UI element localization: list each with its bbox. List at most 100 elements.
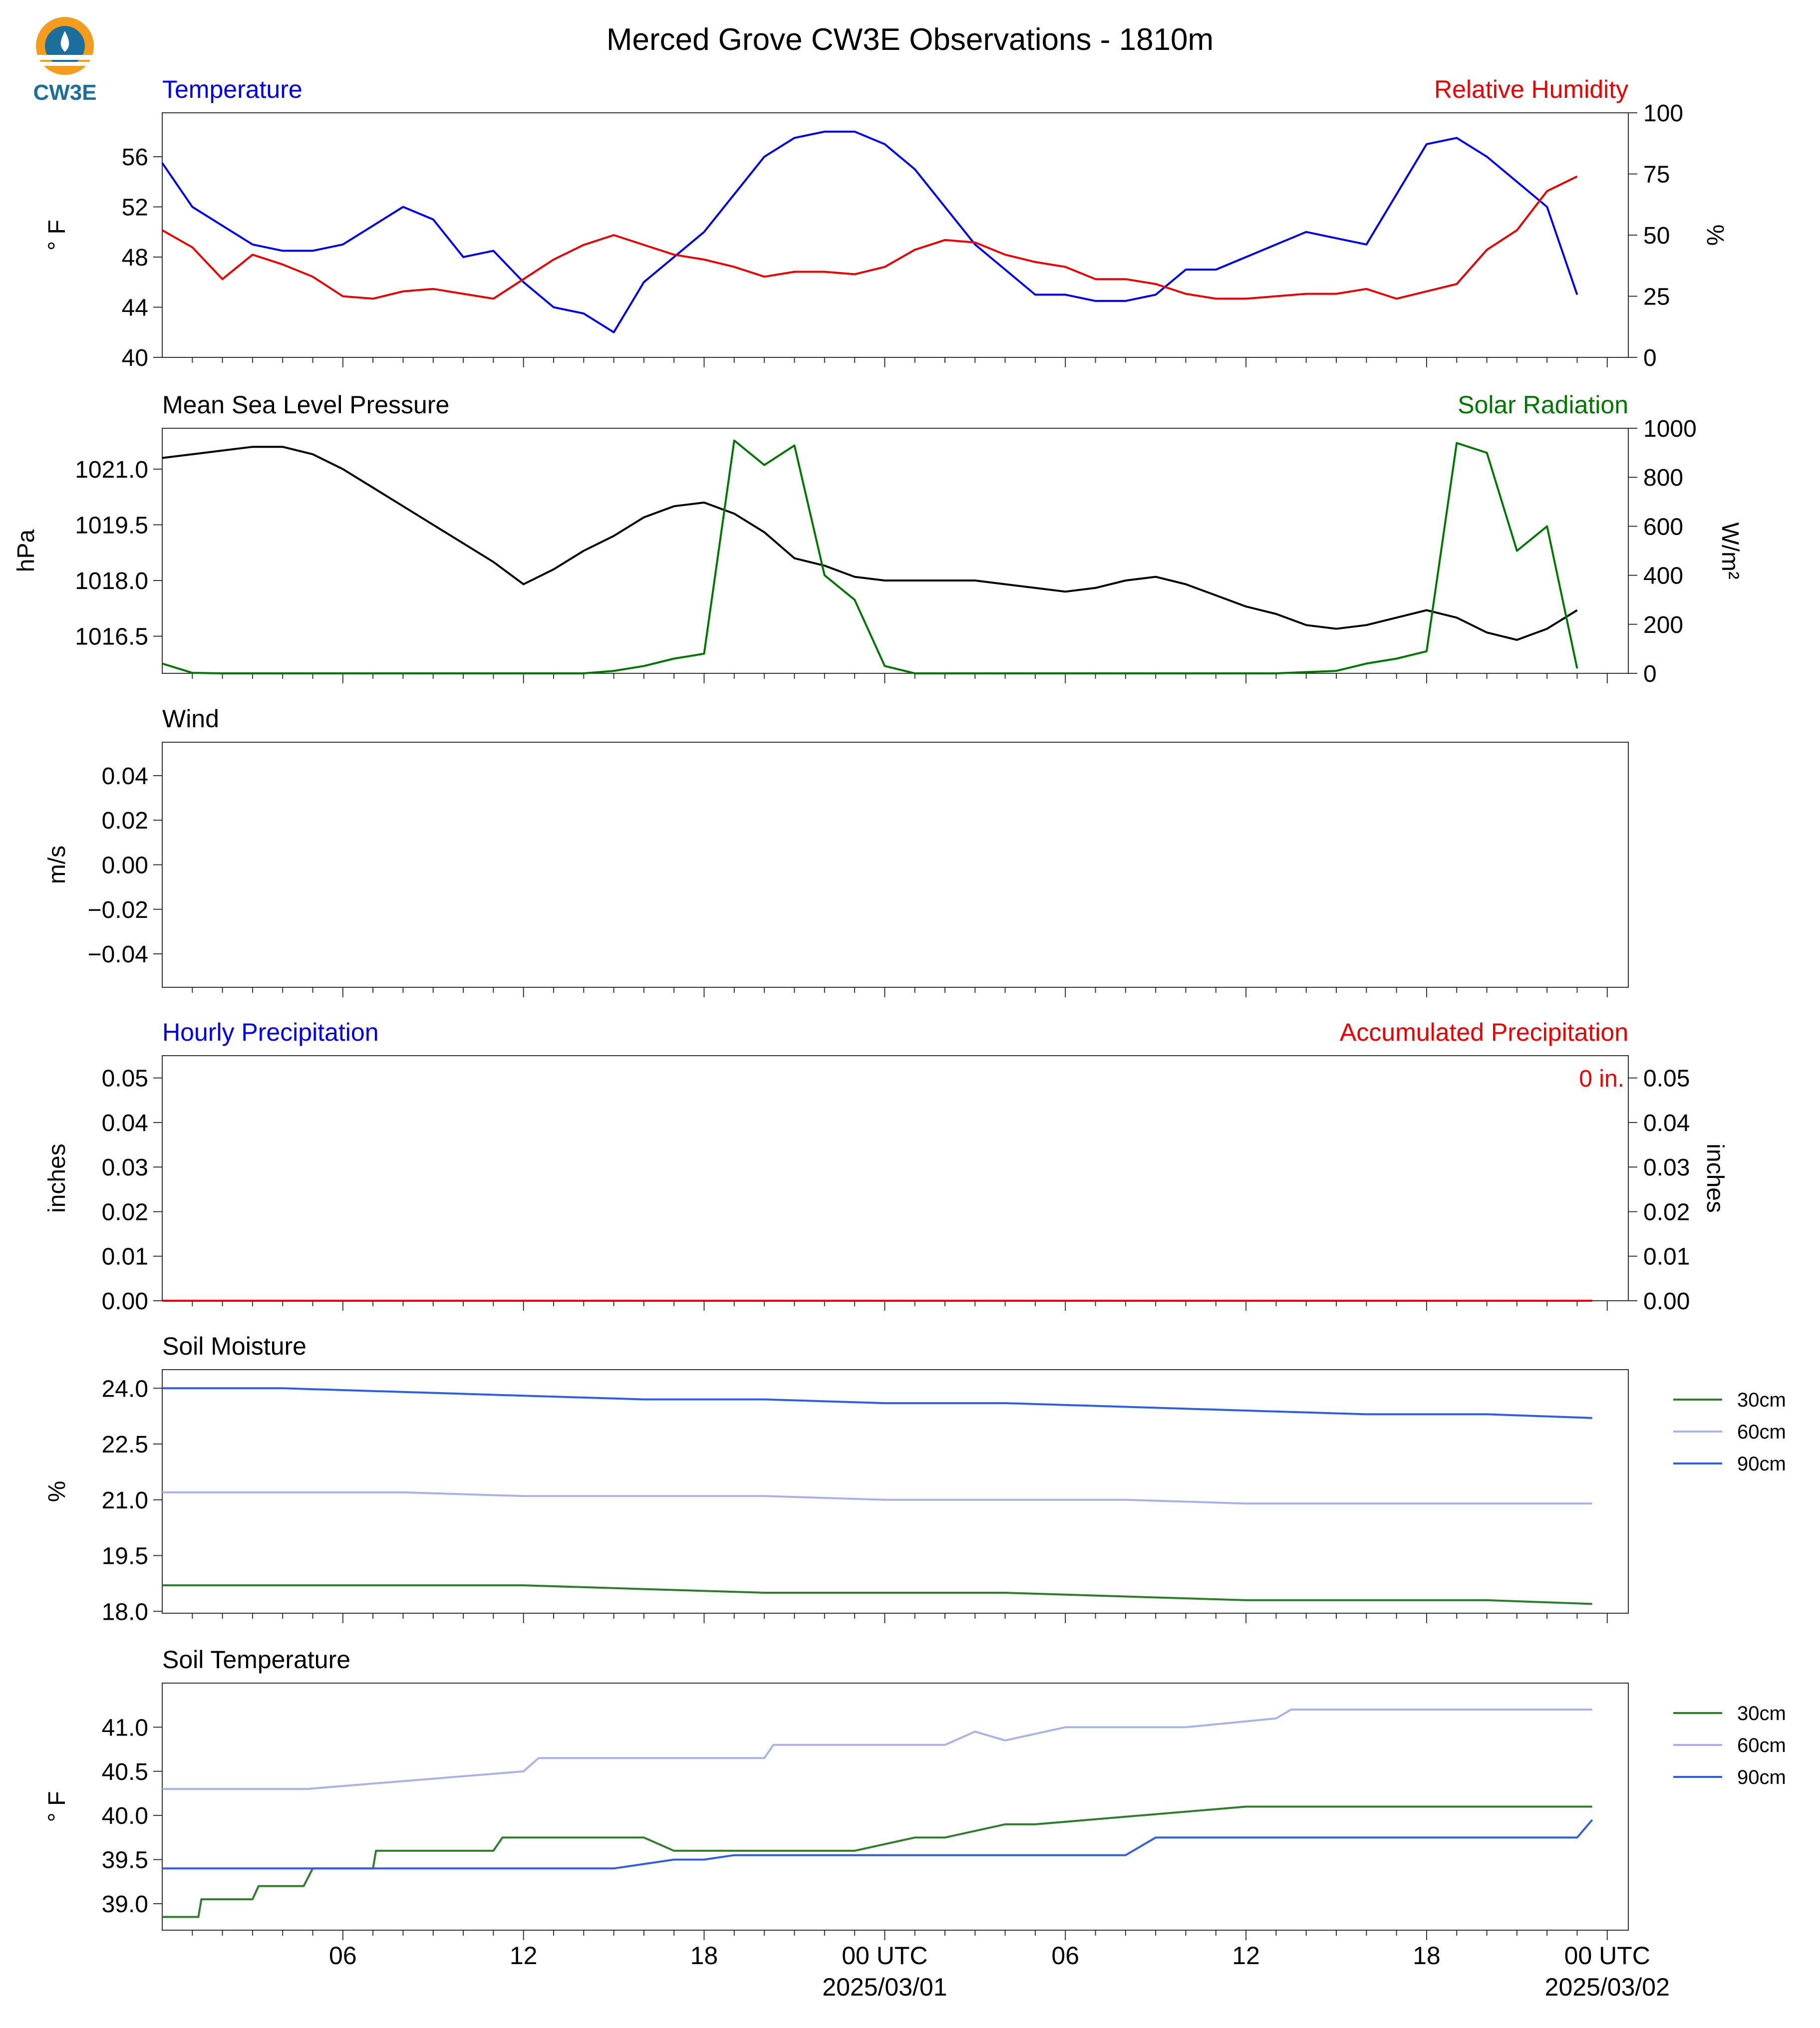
y-tick-label-right: 400 [1643, 563, 1683, 589]
y-tick-label-right: 0 [1643, 345, 1657, 371]
plot-frame [162, 1683, 1629, 1931]
x-date-label: 2025/03/02 [1545, 1973, 1670, 2001]
series-line-90cm [162, 1819, 1593, 1870]
series-line-90cm [162, 1387, 1592, 1419]
y-tick-label-left: 52 [122, 194, 148, 221]
y-tick-label-left: 48 [122, 245, 148, 271]
panel-title-left: Hourly Precipitation [162, 1018, 379, 1046]
panel-title-left: Mean Sea Level Pressure [162, 391, 449, 419]
logo-text: CW3E [33, 80, 96, 105]
x-tick-label: 00 UTC [842, 1942, 927, 1970]
y-tick-label-left: 0.03 [102, 1155, 148, 1181]
x-tick-label: 12 [1232, 1942, 1260, 1970]
series-line-30cm [162, 1805, 1592, 1918]
series-line-s2 [162, 175, 1578, 300]
series-line-30cm [162, 1584, 1592, 1605]
y-tick-label-right: 0.00 [1643, 1288, 1690, 1315]
legend-label-30cm: 30cm [1737, 1389, 1786, 1411]
x-tick-label: 18 [1413, 1942, 1441, 1970]
series-line-60cm [162, 1709, 1592, 1790]
panel-5: Soil Moisture 18.0 19.5 21.0 22.5 24.0% 30cm 60… [44, 1332, 1786, 1625]
panel-3: Wind −0.04 −0.02 0.00 0.02 0.04 m/s [44, 705, 1629, 997]
accumulated-precip-annotation: 0 in. [1579, 1066, 1624, 1092]
plot-frame [162, 1055, 1629, 1301]
y-tick-label-left: 19.5 [102, 1543, 148, 1570]
y-axis-label-right: W/m² [1717, 522, 1743, 579]
y-tick-label-right: 0.05 [1643, 1066, 1690, 1092]
y-tick-label-right: 0.03 [1643, 1155, 1690, 1181]
series-line-s1 [162, 446, 1578, 641]
legend-label-60cm: 60cm [1737, 1421, 1786, 1443]
y-tick-label-left: 44 [122, 294, 148, 321]
panel-2: Mean Sea Level Pressure Solar Radiation 10… [13, 391, 1743, 687]
y-tick-label-left: 22.5 [102, 1432, 148, 1458]
x-tick-label: 18 [690, 1942, 718, 1970]
legend-label-30cm: 30cm [1737, 1703, 1786, 1725]
y-tick-label-right: 200 [1643, 612, 1683, 638]
x-tick-label: 12 [510, 1942, 538, 1970]
y-tick-label-left: 0.01 [102, 1244, 148, 1270]
panel-title-left: Wind [162, 705, 219, 733]
y-tick-label-left: 1021.0 [75, 457, 148, 483]
panel-title-right: Solar Radiation [1458, 391, 1628, 419]
y-tick-label-left: 56 [122, 144, 148, 171]
y-tick-label-left: 39.5 [102, 1847, 148, 1874]
y-tick-label-left: 41.0 [102, 1715, 148, 1741]
series-line-s1 [161, 130, 1578, 333]
panel-title-left: Temperature [162, 75, 303, 103]
y-tick-label-left: 0.02 [102, 1199, 148, 1225]
plot-frame [162, 742, 1629, 988]
y-tick-label-left: 0.00 [102, 853, 148, 879]
y-tick-label-left: −0.02 [88, 897, 148, 923]
panel-title-left: Soil Temperature [162, 1646, 350, 1674]
y-axis-label-right: inches [1702, 1144, 1728, 1213]
y-axis-label-left: m/s [44, 846, 70, 884]
panel-title-right: Relative Humidity [1434, 75, 1628, 103]
y-axis-label-left: ° F [44, 220, 70, 251]
legend-label-60cm: 60cm [1737, 1735, 1786, 1756]
panel-6: Soil Temperature 39.0 39.5 40.0 40.5 41.0 ° F 3… [44, 1646, 1786, 1940]
panel-1: Temperature Relative Humidity 40 44 48 52 56 0 2… [44, 75, 1728, 371]
panel-title-right: Accumulated Precipitation [1340, 1018, 1628, 1046]
y-tick-label-right: 0.02 [1643, 1199, 1690, 1225]
plot-frame [162, 428, 1629, 674]
y-tick-label-left: 39.0 [102, 1891, 148, 1918]
x-tick-label: 06 [1051, 1942, 1079, 1970]
y-tick-label-left: 18.0 [102, 1599, 148, 1625]
y-tick-label-left: 1016.5 [75, 624, 148, 650]
y-tick-label-left: 40.5 [102, 1759, 148, 1785]
panel-4: Hourly Precipitation Accumulated Precipit… [44, 1018, 1728, 1315]
x-date-label: 2025/03/01 [822, 1973, 947, 2001]
y-tick-label-left: 0.00 [102, 1288, 148, 1315]
panel-title-left: Soil Moisture [162, 1332, 306, 1360]
y-tick-label-left: 40 [122, 345, 148, 371]
y-tick-label-left: 21.0 [102, 1487, 148, 1514]
y-axis-label-left: % [44, 1481, 70, 1502]
y-axis-label-left: ° F [44, 1791, 70, 1822]
y-tick-label-left: 40.0 [102, 1803, 148, 1829]
legend-label-90cm: 90cm [1737, 1453, 1786, 1475]
y-tick-label-right: 0 [1643, 661, 1657, 687]
legend-label-90cm: 90cm [1737, 1766, 1786, 1788]
y-tick-label-left: 1019.5 [75, 512, 148, 539]
y-tick-label-right: 1000 [1643, 416, 1697, 442]
series-line-60cm [162, 1491, 1592, 1505]
series-line-s2 [162, 439, 1578, 674]
y-tick-label-left: −0.04 [88, 941, 148, 968]
y-tick-label-right: 800 [1643, 465, 1683, 491]
x-tick-label: 00 UTC [1564, 1942, 1650, 1970]
cw3e-logo-icon [36, 17, 94, 75]
y-tick-label-right: 50 [1643, 223, 1670, 249]
y-tick-label-left: 1018.0 [75, 568, 148, 594]
y-tick-label-left: 0.04 [102, 1110, 148, 1137]
y-tick-label-right: 25 [1643, 284, 1670, 310]
y-tick-label-right: 0.04 [1643, 1110, 1690, 1137]
y-tick-label-left: 24.0 [102, 1376, 148, 1402]
y-tick-label-right: 75 [1643, 162, 1670, 188]
y-tick-label-right: 0.01 [1643, 1244, 1690, 1270]
y-axis-label-right: % [1702, 225, 1728, 246]
figure-title: Merced Grove CW3E Observations - 1810m [607, 22, 1213, 57]
y-tick-label-left: 0.04 [102, 763, 148, 790]
plot-frame [162, 112, 1629, 358]
